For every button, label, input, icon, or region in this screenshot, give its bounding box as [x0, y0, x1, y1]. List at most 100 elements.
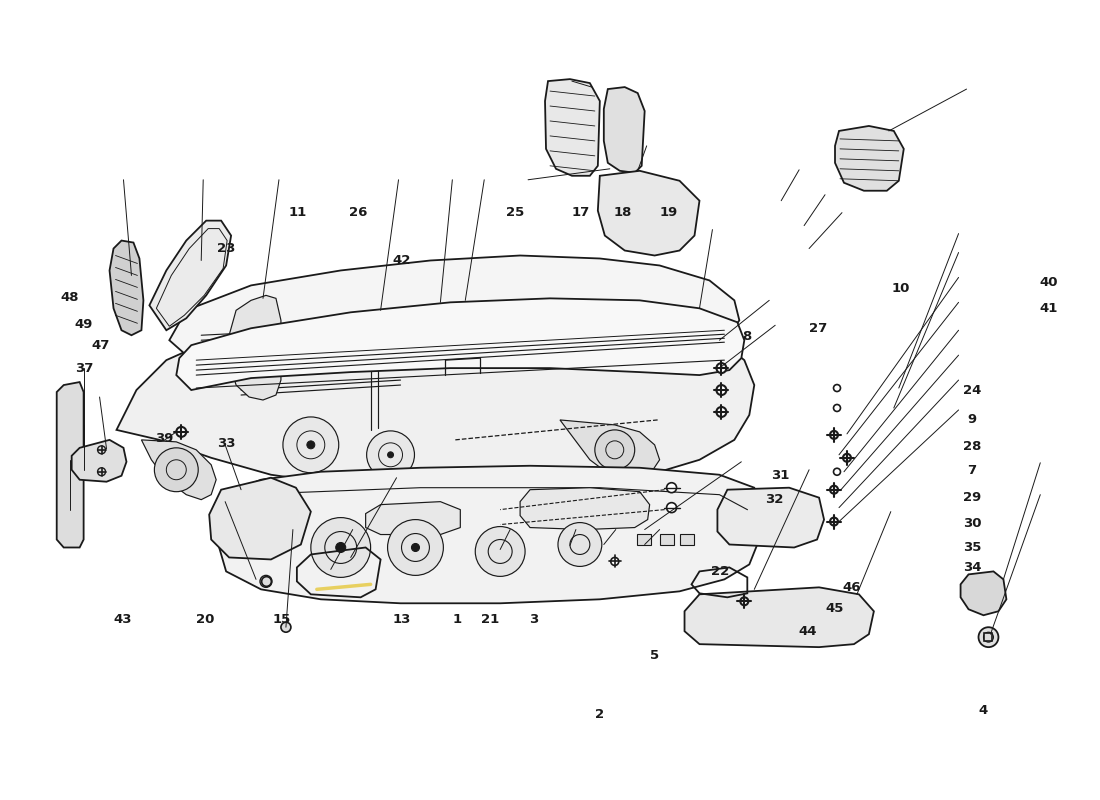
Circle shape [98, 468, 106, 476]
Text: 37: 37 [75, 362, 94, 374]
Text: 32: 32 [766, 493, 784, 506]
Circle shape [98, 446, 106, 454]
Circle shape [558, 522, 602, 566]
Polygon shape [960, 571, 1006, 615]
Text: 42: 42 [393, 254, 411, 267]
Text: 15: 15 [273, 613, 290, 626]
Polygon shape [520, 488, 650, 530]
Polygon shape [117, 308, 755, 490]
Circle shape [716, 385, 726, 395]
Text: 4: 4 [978, 705, 988, 718]
Text: 9: 9 [968, 414, 977, 426]
Text: 29: 29 [962, 490, 981, 504]
Text: 31: 31 [771, 470, 790, 482]
Text: 28: 28 [962, 440, 981, 453]
Polygon shape [142, 440, 217, 500]
Text: 44: 44 [799, 625, 817, 638]
Polygon shape [176, 298, 745, 390]
Circle shape [260, 575, 272, 587]
Circle shape [387, 452, 394, 458]
Circle shape [366, 431, 415, 478]
Polygon shape [597, 170, 700, 255]
Circle shape [830, 518, 838, 526]
Circle shape [834, 385, 840, 391]
Text: 2ludrgoces: 2ludrgoces [212, 312, 748, 558]
Circle shape [610, 558, 619, 566]
Text: 3: 3 [529, 613, 538, 626]
Bar [660, 534, 673, 546]
Polygon shape [72, 440, 126, 482]
Text: 22: 22 [711, 565, 729, 578]
Polygon shape [560, 420, 660, 480]
Text: 25: 25 [506, 206, 524, 219]
Text: 20: 20 [196, 613, 213, 626]
Polygon shape [229, 295, 280, 400]
Circle shape [843, 454, 851, 462]
Circle shape [834, 468, 840, 475]
Text: 47: 47 [91, 339, 110, 352]
Text: 34: 34 [962, 561, 981, 574]
Circle shape [740, 598, 748, 606]
Circle shape [475, 526, 525, 576]
Text: 33: 33 [218, 438, 235, 450]
Text: since 1985: since 1985 [394, 486, 647, 603]
Text: 26: 26 [349, 206, 367, 219]
Circle shape [176, 427, 186, 437]
Polygon shape [57, 382, 84, 547]
Text: 43: 43 [113, 613, 132, 626]
Text: 35: 35 [962, 541, 981, 554]
Polygon shape [835, 126, 904, 190]
Text: 5: 5 [650, 649, 659, 662]
Text: 39: 39 [155, 432, 174, 445]
Text: 13: 13 [393, 613, 411, 626]
Bar [680, 534, 693, 546]
Text: 21: 21 [481, 613, 498, 626]
Text: 23: 23 [218, 242, 235, 255]
Text: a passion: a passion [351, 418, 650, 561]
Polygon shape [604, 87, 645, 173]
Text: 46: 46 [843, 581, 860, 594]
Circle shape [595, 430, 635, 470]
Circle shape [336, 542, 345, 553]
Circle shape [979, 627, 999, 647]
Circle shape [280, 622, 290, 632]
Circle shape [411, 543, 419, 551]
Circle shape [307, 441, 315, 449]
Circle shape [387, 519, 443, 575]
Text: 19: 19 [659, 206, 678, 219]
Circle shape [283, 417, 339, 473]
Circle shape [834, 405, 840, 411]
Text: 7: 7 [968, 464, 977, 477]
Polygon shape [169, 255, 739, 355]
Text: 18: 18 [613, 206, 631, 219]
Bar [637, 534, 650, 546]
Text: 24: 24 [962, 384, 981, 397]
Polygon shape [110, 241, 143, 335]
Text: 11: 11 [289, 206, 307, 219]
Text: 10: 10 [892, 282, 910, 295]
Polygon shape [209, 478, 311, 559]
Text: 27: 27 [810, 322, 827, 334]
Text: 2: 2 [595, 709, 604, 722]
Circle shape [716, 363, 726, 373]
Text: 40: 40 [1040, 275, 1058, 289]
Circle shape [830, 431, 838, 439]
Circle shape [667, 502, 676, 513]
Polygon shape [150, 221, 231, 330]
Circle shape [154, 448, 198, 492]
Circle shape [716, 407, 726, 417]
Circle shape [667, 482, 676, 493]
Polygon shape [544, 79, 600, 176]
Text: 41: 41 [1040, 302, 1058, 315]
Text: 45: 45 [826, 602, 844, 615]
Polygon shape [717, 488, 824, 547]
Text: 49: 49 [75, 318, 94, 330]
Polygon shape [365, 502, 460, 534]
Circle shape [311, 518, 371, 578]
Text: 48: 48 [60, 291, 79, 305]
Circle shape [830, 486, 838, 494]
Polygon shape [684, 587, 873, 647]
Polygon shape [219, 466, 759, 603]
Text: 8: 8 [742, 330, 752, 342]
Text: 17: 17 [572, 206, 590, 219]
